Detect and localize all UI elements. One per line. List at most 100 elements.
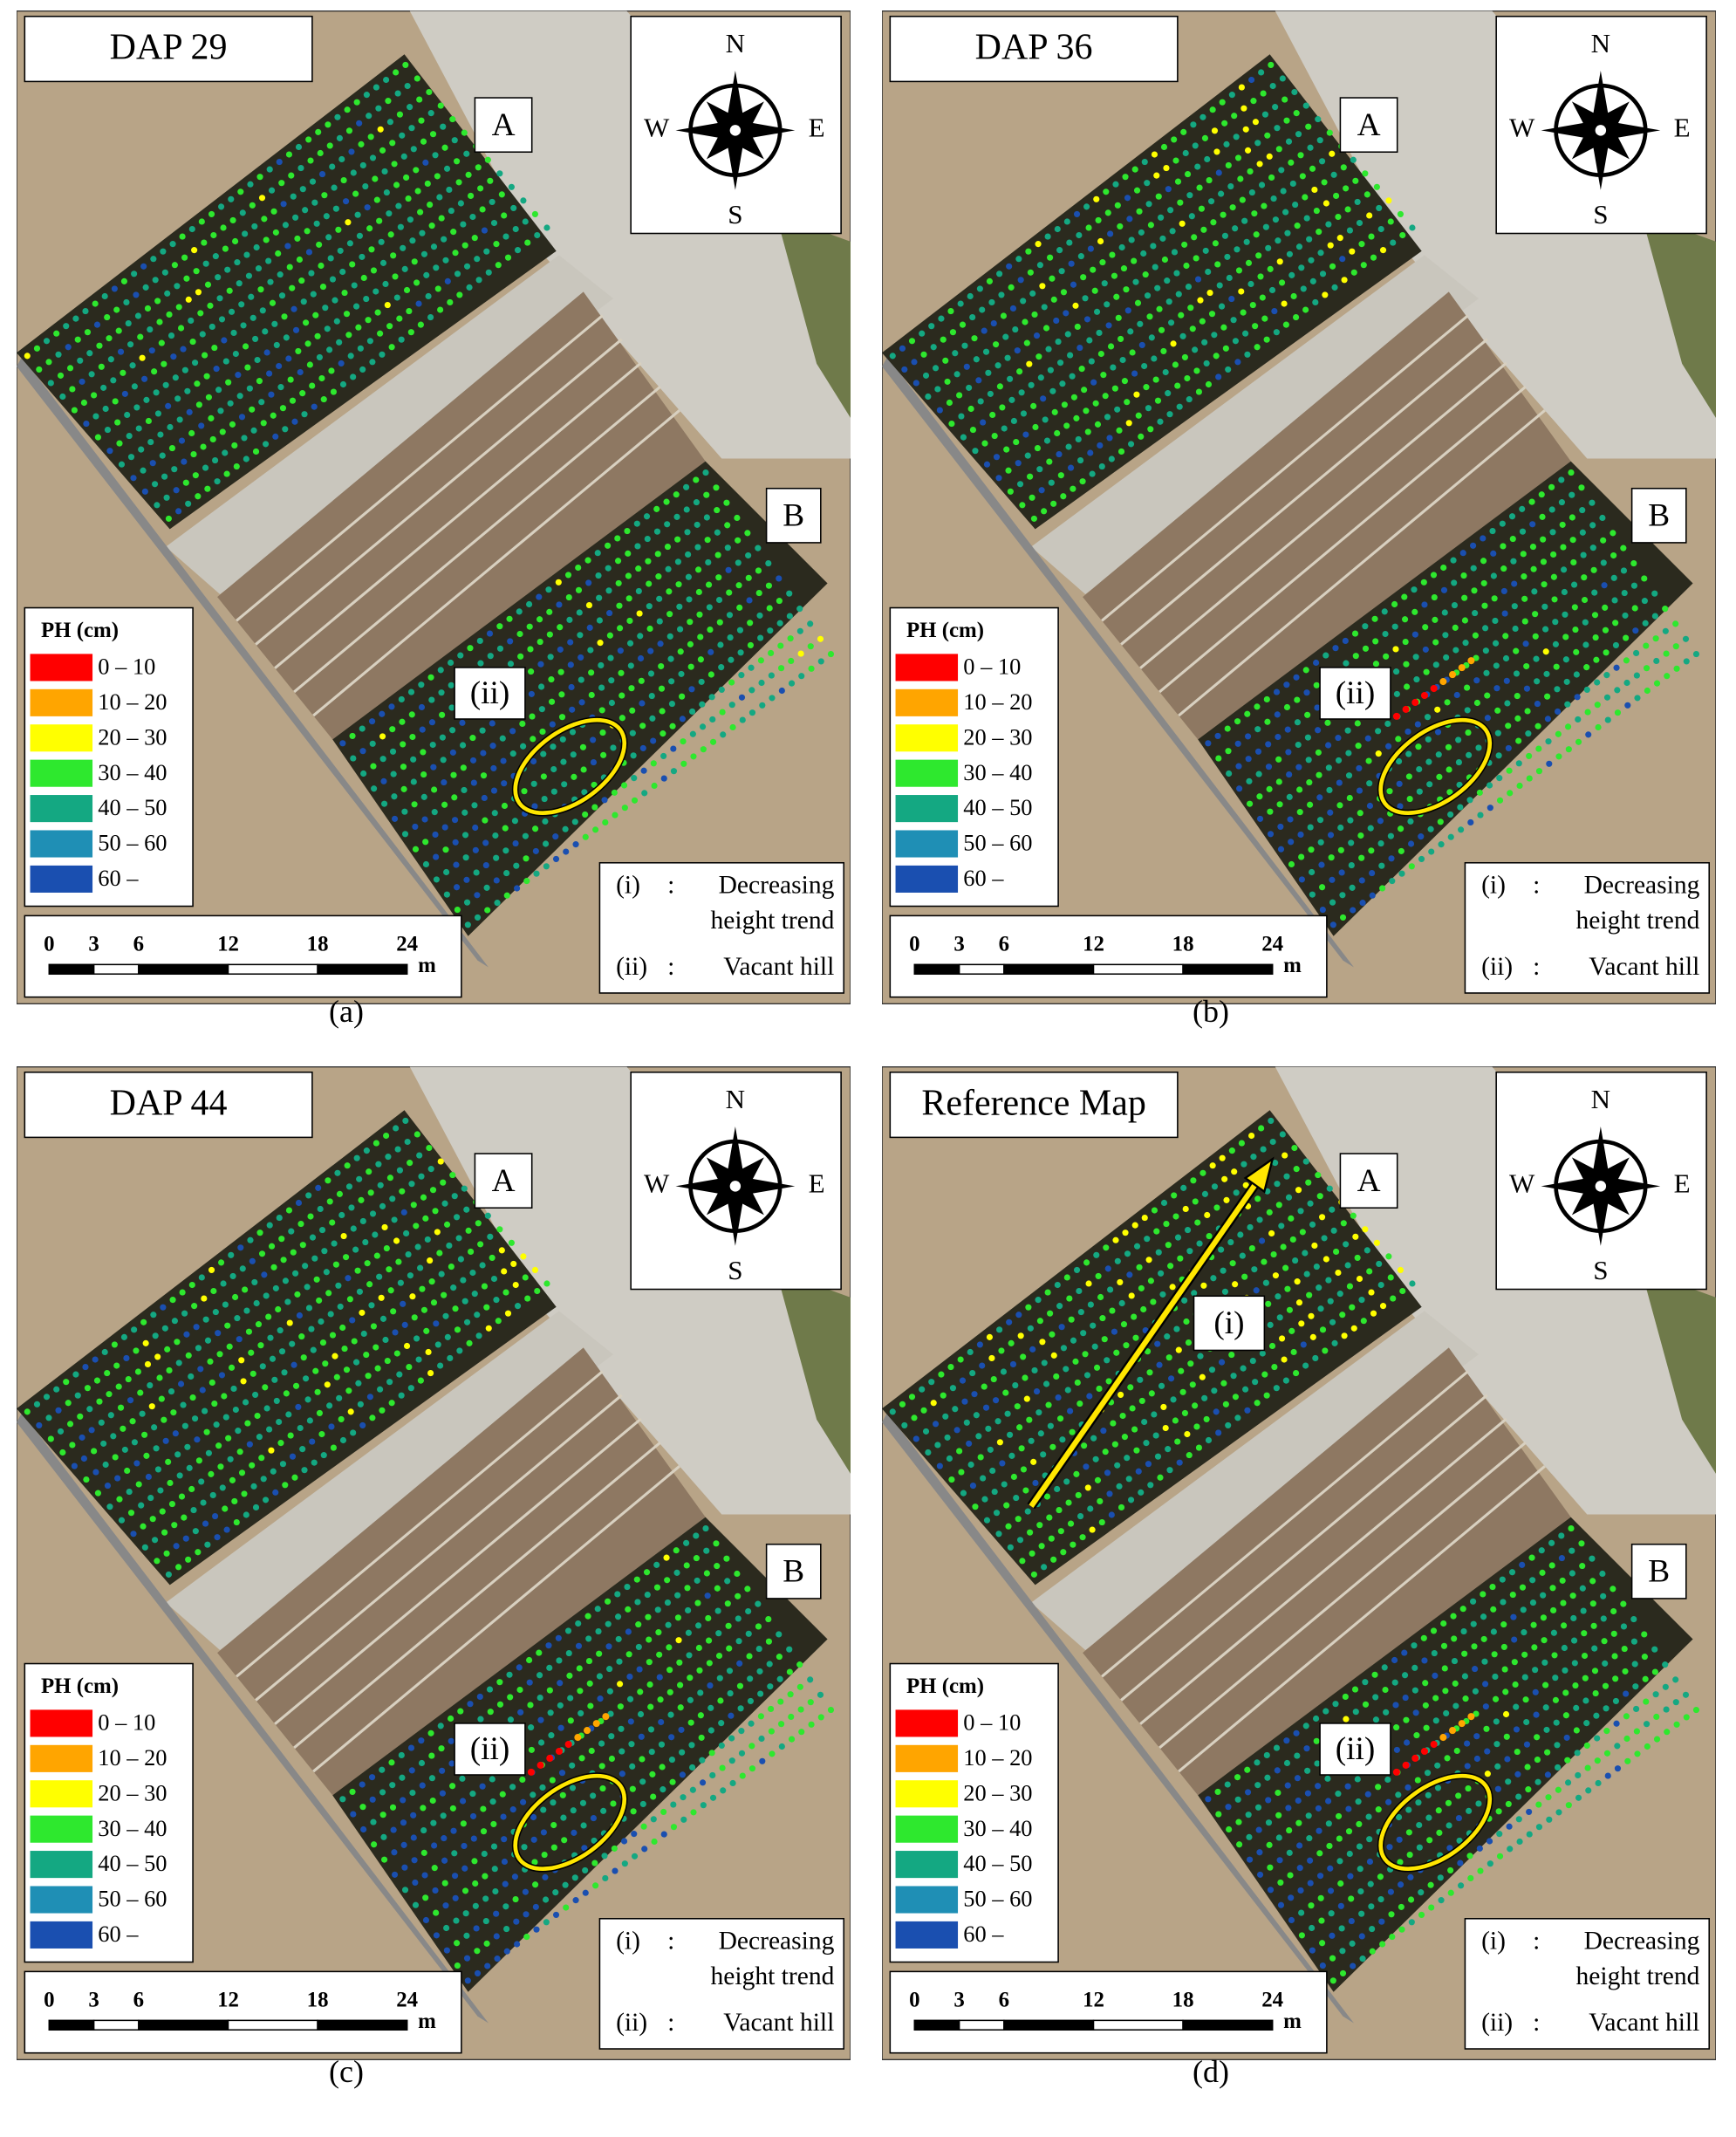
plant-dot xyxy=(1322,291,1329,298)
plant-dot xyxy=(437,1158,444,1165)
plant-dot xyxy=(448,1760,455,1767)
plant-dot xyxy=(1147,1482,1154,1489)
plant-dot xyxy=(202,1408,208,1414)
plant-dot xyxy=(242,230,249,237)
plant-dot xyxy=(1496,1831,1503,1838)
plant-dot xyxy=(409,733,416,741)
plant-dot xyxy=(102,405,109,413)
plant-dot xyxy=(1015,460,1022,467)
plant-dot xyxy=(1179,332,1186,339)
plant-dot xyxy=(769,695,776,702)
plant-dot xyxy=(725,1622,732,1629)
plant-dot xyxy=(1490,572,1497,579)
plant-dot xyxy=(786,1646,793,1653)
plant-dot xyxy=(165,1458,172,1465)
plant-dot xyxy=(1195,388,1203,395)
plant-dot xyxy=(1457,1860,1464,1866)
plant-dot xyxy=(1623,1713,1630,1720)
plant-dot xyxy=(664,521,671,528)
plant-dot xyxy=(1253,231,1260,238)
plant-dot xyxy=(614,1591,621,1598)
plant-dot xyxy=(471,1291,478,1298)
plant-dot xyxy=(1327,1887,1335,1894)
plant-dot xyxy=(1152,1432,1159,1439)
plant-dot xyxy=(1585,731,1592,738)
plant-dot xyxy=(1398,1881,1405,1888)
plant-dot xyxy=(1276,1857,1283,1864)
plant-dot xyxy=(1237,1231,1244,1238)
legend-swatch xyxy=(30,830,93,858)
plant-dot xyxy=(1672,620,1679,627)
plant-dot xyxy=(590,1815,598,1822)
plant-dot xyxy=(181,458,188,465)
plant-dot xyxy=(956,1448,963,1455)
plant-dot xyxy=(1356,764,1363,772)
plant-dot xyxy=(1532,1688,1539,1695)
plant-dot xyxy=(106,1503,113,1510)
plant-dot xyxy=(1513,670,1521,677)
plant-dot xyxy=(295,347,302,355)
plant-dot xyxy=(705,558,712,566)
plant-dot xyxy=(1201,1394,1208,1401)
plant-dot xyxy=(658,685,666,692)
plant-dot xyxy=(1039,1339,1046,1346)
plant-dot xyxy=(55,1407,62,1414)
plant-dot xyxy=(1366,802,1374,810)
plant-dot xyxy=(1416,1844,1423,1851)
plant-dot xyxy=(461,242,468,249)
plant-dot xyxy=(575,586,583,593)
plant-dot xyxy=(996,383,1003,390)
plant-dot xyxy=(1267,265,1274,272)
plant-dot xyxy=(1205,1796,1212,1803)
plant-dot xyxy=(228,1251,235,1258)
plant-dot xyxy=(1502,1710,1510,1718)
plant-dot xyxy=(1307,1857,1314,1864)
plant-dot xyxy=(372,175,379,182)
plant-dot xyxy=(443,891,450,898)
plant-dot xyxy=(1535,745,1542,752)
plant-dot xyxy=(1274,711,1281,718)
plant-dot xyxy=(1047,1422,1054,1429)
plant-dot xyxy=(685,551,692,558)
plant-dot xyxy=(1348,1895,1355,1902)
plant-dot xyxy=(600,1807,607,1814)
plant-dot xyxy=(629,1785,636,1792)
plant-dot xyxy=(614,535,621,542)
plant-dot xyxy=(208,323,215,331)
plant-dot xyxy=(1049,1443,1056,1450)
plant-dot xyxy=(449,749,456,756)
plant-dot xyxy=(669,723,676,729)
plant-dot xyxy=(988,1354,995,1362)
plant-dot xyxy=(1164,277,1171,284)
plant-dot xyxy=(359,748,366,755)
plant-dot xyxy=(567,639,574,646)
plant-dot xyxy=(1562,656,1569,663)
plant-dot xyxy=(1420,579,1427,586)
plant-dot xyxy=(502,1880,509,1887)
plant-dot xyxy=(1422,1702,1429,1709)
plant-dot xyxy=(639,744,646,751)
plant-dot xyxy=(386,1379,393,1386)
plant-dot xyxy=(1548,1562,1555,1569)
plant-dot xyxy=(469,213,476,221)
plant-dot xyxy=(1222,1401,1229,1408)
plant-dot xyxy=(1458,1882,1465,1889)
scale-tick-label: 0 xyxy=(909,932,919,955)
plant-dot xyxy=(636,1666,643,1673)
plant-dot xyxy=(1550,1629,1557,1636)
label-box xyxy=(1319,667,1391,720)
plant-dot xyxy=(1569,1547,1575,1554)
plant-dot xyxy=(979,1362,986,1369)
plant-dot xyxy=(1644,1743,1651,1750)
plant-dot xyxy=(503,892,510,899)
plant-dot xyxy=(537,661,544,668)
plant-dot xyxy=(299,186,306,193)
plant-dot xyxy=(1326,1842,1333,1850)
plant-dot xyxy=(80,399,87,407)
plant-dot xyxy=(1564,701,1571,708)
plant-dot xyxy=(1545,738,1552,745)
plant-dot xyxy=(562,1881,569,1888)
plant-dot xyxy=(434,1229,441,1236)
plant-dot xyxy=(112,1454,119,1461)
plant-dot xyxy=(1083,408,1090,414)
